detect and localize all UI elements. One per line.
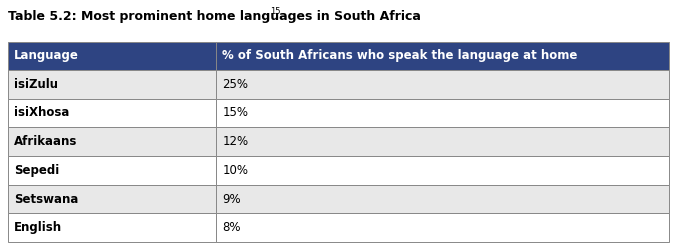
Text: 12%: 12% bbox=[222, 135, 248, 148]
Bar bbox=[216, 213, 669, 242]
Text: % of South Africans who speak the language at home: % of South Africans who speak the langua… bbox=[222, 49, 577, 62]
Text: 10%: 10% bbox=[222, 164, 248, 177]
Bar bbox=[216, 127, 669, 156]
Text: 25%: 25% bbox=[222, 78, 248, 91]
Text: Setswana: Setswana bbox=[14, 193, 79, 205]
Bar bbox=[216, 156, 669, 185]
Text: isiZulu: isiZulu bbox=[14, 78, 58, 91]
Text: Afrikaans: Afrikaans bbox=[14, 135, 77, 148]
Bar bbox=[8, 42, 216, 70]
Bar bbox=[8, 213, 216, 242]
Text: 9%: 9% bbox=[222, 193, 241, 205]
Bar bbox=[216, 42, 669, 70]
Bar bbox=[8, 70, 216, 99]
Bar bbox=[8, 99, 216, 127]
Bar bbox=[8, 185, 216, 213]
Text: Sepedi: Sepedi bbox=[14, 164, 60, 177]
Bar bbox=[216, 99, 669, 127]
Bar bbox=[8, 156, 216, 185]
Text: isiXhosa: isiXhosa bbox=[14, 107, 69, 119]
Bar bbox=[216, 70, 669, 99]
Bar bbox=[8, 127, 216, 156]
Text: 8%: 8% bbox=[222, 221, 241, 234]
Text: 15: 15 bbox=[270, 7, 280, 16]
Text: English: English bbox=[14, 221, 62, 234]
Text: Language: Language bbox=[14, 49, 79, 62]
Text: Table 5.2: Most prominent home languages in South Africa: Table 5.2: Most prominent home languages… bbox=[8, 10, 421, 23]
Text: 15%: 15% bbox=[222, 107, 248, 119]
Bar bbox=[216, 185, 669, 213]
